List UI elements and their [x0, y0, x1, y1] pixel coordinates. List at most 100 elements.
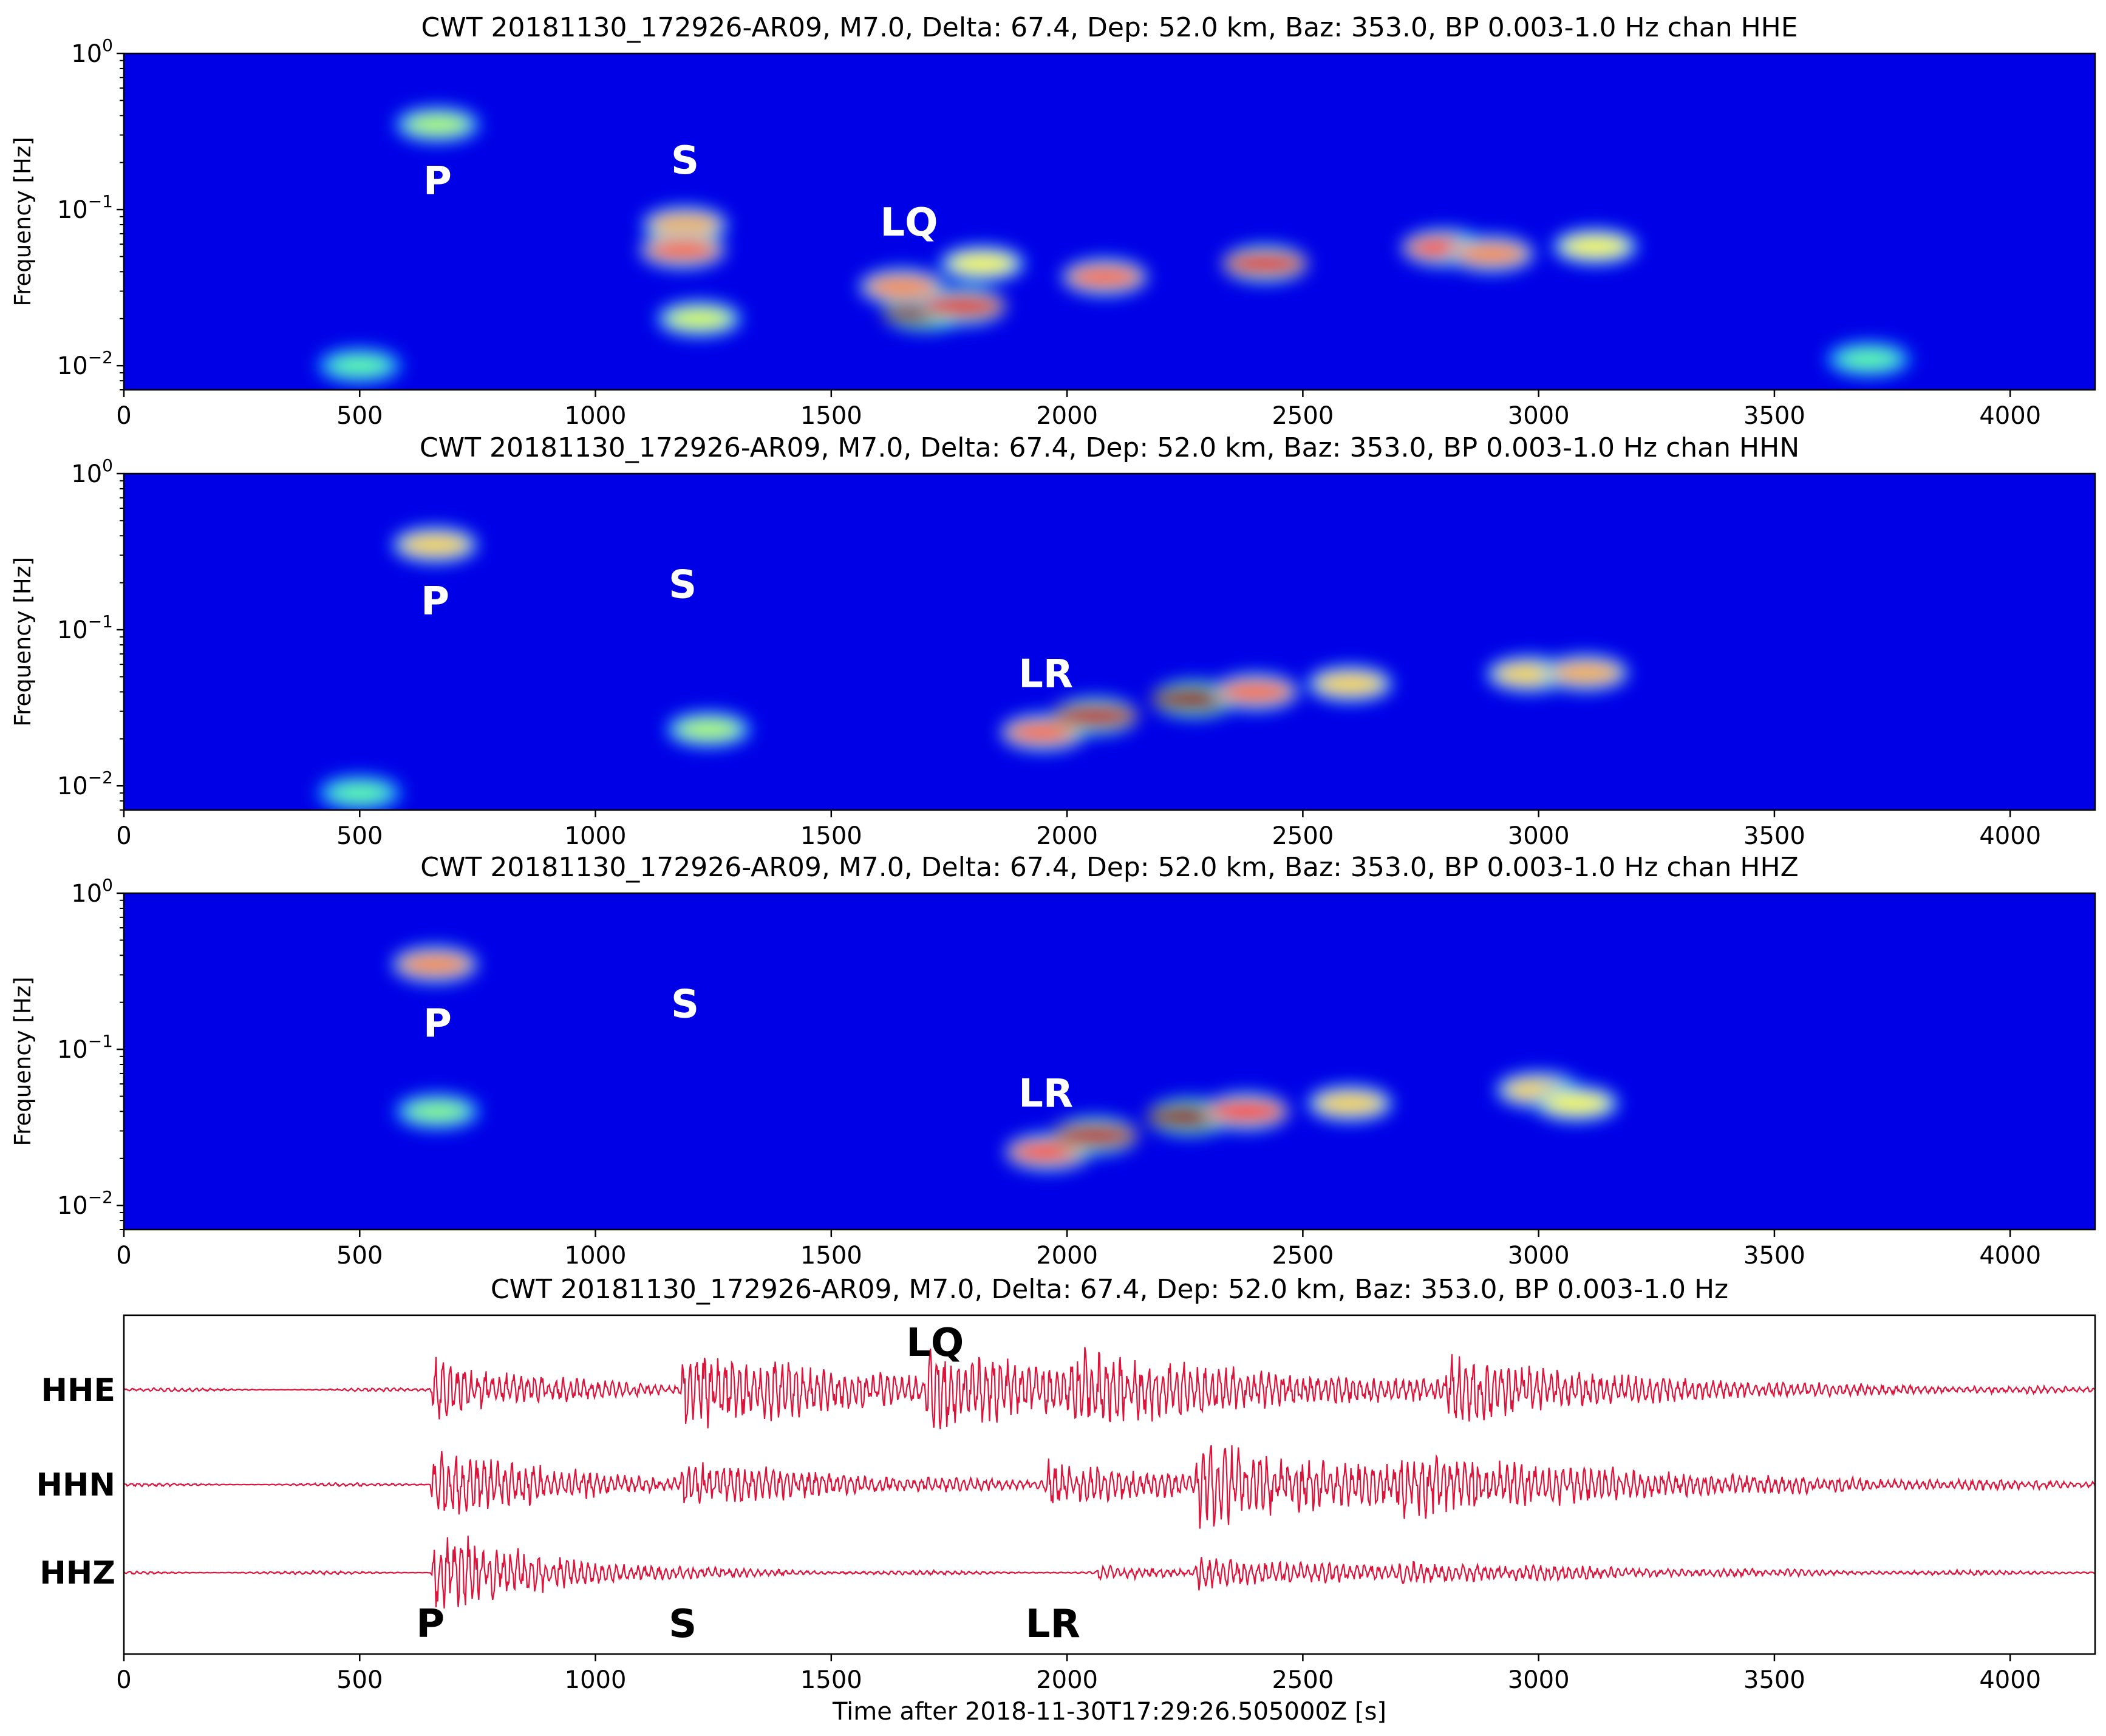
trace-hhe — [124, 1347, 2095, 1429]
cwt-energy-blob — [649, 214, 721, 236]
cwt-energy-layer — [392, 946, 1619, 1171]
x-tick-label: 2000 — [1036, 1666, 1098, 1694]
y-tick-label: 10−2 — [57, 347, 113, 380]
cwt-energy-blob — [329, 784, 390, 802]
cwt-energy-blob — [1054, 704, 1137, 728]
y-tick-label: 10−1 — [57, 1031, 113, 1064]
phase-label: LR — [1018, 1071, 1073, 1116]
x-tick-label: 500 — [336, 822, 383, 850]
phase-labels-hhz: P S LR — [423, 982, 1073, 1117]
cwt-energy-blob — [676, 720, 741, 739]
waveform-frame — [123, 1314, 2096, 1655]
cwt-energy-blob — [865, 276, 939, 298]
x-tick-label: 1000 — [565, 1666, 627, 1694]
x-tick-label: 2000 — [1036, 822, 1098, 850]
phase-label: P — [421, 579, 449, 624]
x-tick-label: 2000 — [1036, 1242, 1098, 1270]
phase-label: LR — [1026, 1602, 1080, 1647]
phase-label: LQ — [906, 1321, 964, 1366]
phase-label: LR — [1018, 652, 1073, 696]
cwt-energy-blob — [666, 308, 733, 328]
phase-label: S — [669, 1602, 697, 1647]
trace-label-hhn: HHN — [36, 1467, 115, 1503]
x-tick-label: 1500 — [800, 1666, 862, 1694]
cwt-energy-blob — [1549, 662, 1622, 684]
x-tick-label: 500 — [336, 1666, 383, 1694]
plot-frame-hhn — [123, 472, 2096, 811]
phase-label: S — [671, 982, 699, 1027]
x-tick-label: 2500 — [1272, 822, 1334, 850]
phase-labels-hhe: P S LQ — [423, 138, 938, 245]
x-tick-label: 4000 — [1979, 1242, 2041, 1270]
trace-hhn — [124, 1445, 2095, 1529]
x-tick-label: 3000 — [1508, 1242, 1570, 1270]
cwt-energy-blob — [1838, 350, 1900, 369]
cwt-energy-layer — [317, 526, 1629, 810]
cwt-panel-hhz: CWT 20181130_172926-AR09, M7.0, Delta: 6… — [10, 852, 2096, 1270]
x-tick-label: 3000 — [1508, 402, 1570, 430]
phase-label: S — [669, 563, 697, 608]
cwt-energy-blob — [1561, 236, 1630, 257]
y-axis-label-hhn: Frequency [Hz] — [10, 557, 36, 726]
y-axis-label-hhe: Frequency [Hz] — [10, 137, 36, 306]
x-tick-label: 1500 — [800, 822, 862, 850]
cwt-energy-blob — [406, 1102, 469, 1121]
panel-title-hhe: CWT 20181130_172926-AR09, M7.0, Delta: 6… — [421, 12, 1798, 43]
y-tick-label: 100 — [71, 455, 113, 488]
x-tick-label: 0 — [116, 1666, 131, 1694]
x-tick-label: 0 — [116, 402, 131, 430]
x-tick-label: 1000 — [565, 402, 627, 430]
x-axis-hhn: 0 500 1000 1500 2000 2500 3000 3500 4000 — [116, 810, 2041, 850]
x-tick-label: 2500 — [1272, 1242, 1334, 1270]
waveform-panel: CWT 20181130_172926-AR09, M7.0, Delta: 6… — [36, 1274, 2096, 1726]
cwt-energy-blob — [1054, 1123, 1137, 1148]
x-tick-label: 4000 — [1979, 402, 2041, 430]
cwt-energy-blob — [1542, 1093, 1611, 1114]
cwt-energy-blob — [329, 356, 390, 375]
x-axis-label: Time after 2018-11-30T17:29:26.505000Z [… — [832, 1698, 1386, 1726]
cwt-energy-blob — [400, 534, 471, 556]
cwt-energy-blob — [947, 253, 1017, 274]
cwt-energy-blob — [404, 115, 470, 134]
x-tick-label: 3500 — [1743, 402, 1805, 430]
y-tick-label: 10−1 — [57, 611, 113, 644]
trace-labels: HHE HHN HHZ — [36, 1372, 115, 1591]
x-tick-label: 0 — [116, 1242, 131, 1270]
cwt-energy-blob — [644, 239, 721, 261]
cwt-energy-blob — [1218, 681, 1294, 703]
waveform-plot — [124, 1347, 2095, 1609]
y-tick-label: 100 — [71, 35, 113, 68]
cwt-plot-hhz — [124, 893, 2095, 1230]
y-axis-hhz: 100 10−1 10−2 — [57, 875, 124, 1230]
phase-labels-waveform: LQ P S LR — [416, 1321, 1080, 1647]
trace-hhz — [124, 1536, 2095, 1609]
panel-title-hhn: CWT 20181130_172926-AR09, M7.0, Delta: 6… — [420, 432, 1799, 463]
x-tick-label: 3500 — [1743, 1242, 1805, 1270]
x-tick-label: 3000 — [1508, 1666, 1570, 1694]
cwt-energy-blob — [1066, 266, 1143, 288]
plot-frame-hhz — [123, 892, 2096, 1231]
x-axis-hhe: 0 500 1000 1500 2000 2500 3000 3500 4000 — [116, 390, 2041, 430]
cwt-plot-hhe — [124, 53, 2095, 390]
cwt-energy-blob — [922, 294, 1004, 318]
cwt-panel-hhe: CWT 20181130_172926-AR09, M7.0, Delta: 6… — [10, 12, 2096, 430]
phase-labels-hhn: P S LR — [421, 563, 1073, 697]
cwt-background — [124, 474, 2095, 810]
x-tick-label: 3500 — [1743, 1666, 1805, 1694]
cwt-plot-hhn — [124, 474, 2095, 810]
x-axis-hhz: 0 500 1000 1500 2000 2500 3000 3500 4000 — [116, 1230, 2041, 1270]
x-tick-label: 500 — [336, 1242, 383, 1270]
trace-label-hhz: HHZ — [39, 1555, 115, 1591]
phase-label: LQ — [880, 200, 938, 245]
x-tick-label: 2500 — [1272, 1666, 1334, 1694]
y-tick-label: 10−2 — [57, 768, 113, 800]
phase-label: P — [423, 159, 452, 204]
phase-label: S — [671, 138, 699, 183]
x-tick-label: 2500 — [1272, 402, 1334, 430]
trace-label-hhe: HHE — [41, 1372, 115, 1409]
cwt-panel-hhn: CWT 20181130_172926-AR09, M7.0, Delta: 6… — [10, 432, 2096, 850]
phase-label: P — [416, 1602, 445, 1647]
plot-frame-hhe — [123, 52, 2096, 391]
x-tick-label: 1500 — [800, 402, 862, 430]
